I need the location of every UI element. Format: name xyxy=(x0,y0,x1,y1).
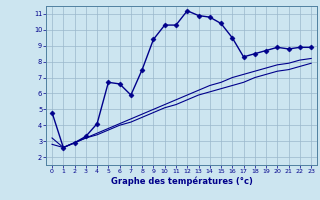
X-axis label: Graphe des températures (°c): Graphe des températures (°c) xyxy=(111,177,252,186)
